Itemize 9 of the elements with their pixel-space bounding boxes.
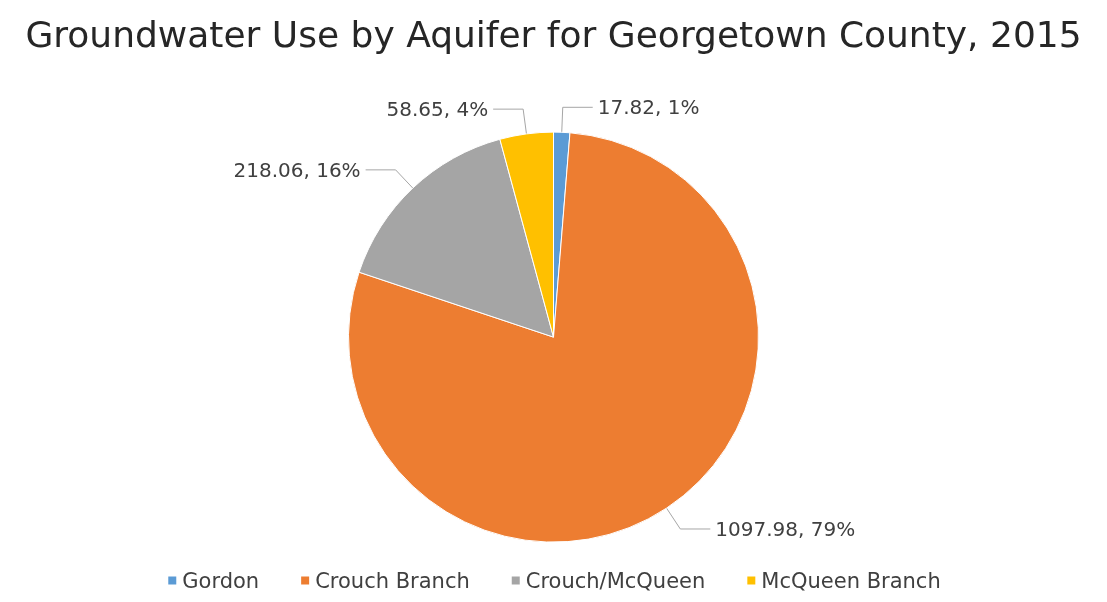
chart-title: Groundwater Use by Aquifer for Georgetown County, 2015 — [25, 13, 1082, 55]
data-label: 218.06, 16% — [233, 157, 361, 182]
legend-label: McQueen Branch — [761, 568, 941, 593]
data-label: 1097.98, 79% — [715, 516, 856, 541]
data-label: 17.82, 1% — [597, 95, 700, 120]
legend-label: Crouch Branch — [315, 568, 470, 593]
legend-label: Crouch/McQueen — [525, 568, 706, 593]
legend-label: Gordon — [182, 568, 260, 593]
data-label: 58.65, 4% — [386, 97, 489, 122]
